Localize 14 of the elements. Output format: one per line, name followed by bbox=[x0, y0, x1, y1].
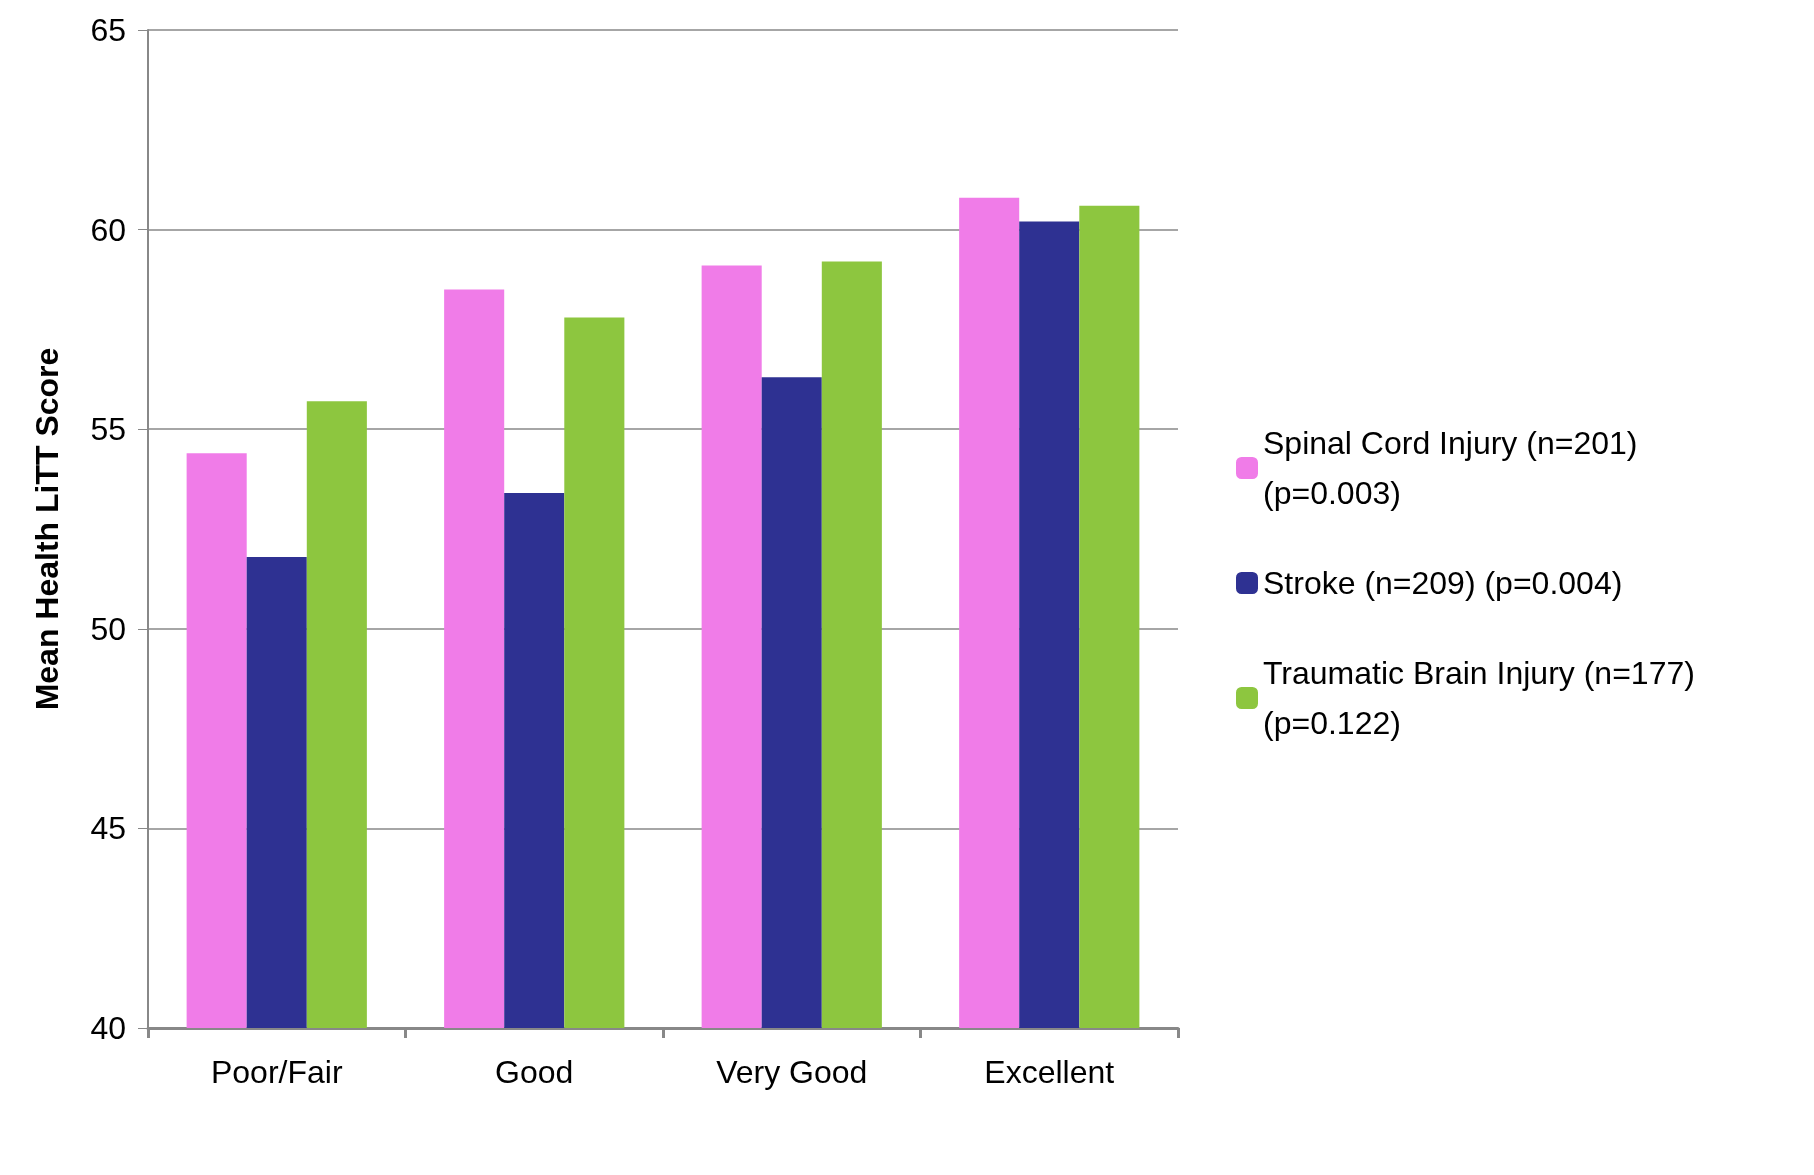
y-axis-title: Mean Health LiTT Score bbox=[29, 347, 65, 711]
y-tick-label: 55 bbox=[90, 411, 126, 448]
legend-label: Stroke (n=209) (p=0.004) bbox=[1263, 565, 1623, 601]
x-tick-label: Excellent bbox=[984, 1054, 1115, 1090]
y-tick-label: 50 bbox=[90, 610, 126, 647]
legend-label: Traumatic Brain Injury (n=177) (p=0.122) bbox=[1263, 655, 1704, 741]
y-tick-label: 65 bbox=[90, 12, 126, 48]
x-tick-label: Good bbox=[495, 1054, 574, 1090]
y-tick-label: 60 bbox=[90, 211, 126, 248]
x-tick-label: Poor/Fair bbox=[210, 1054, 343, 1090]
legend-label: Spinal Cord Injury (n=201) (p=0.003) bbox=[1263, 425, 1647, 511]
y-tick-label: 40 bbox=[90, 1010, 126, 1046]
x-tick-label: Very Good bbox=[716, 1054, 868, 1090]
y-tick-label: 45 bbox=[90, 810, 126, 847]
